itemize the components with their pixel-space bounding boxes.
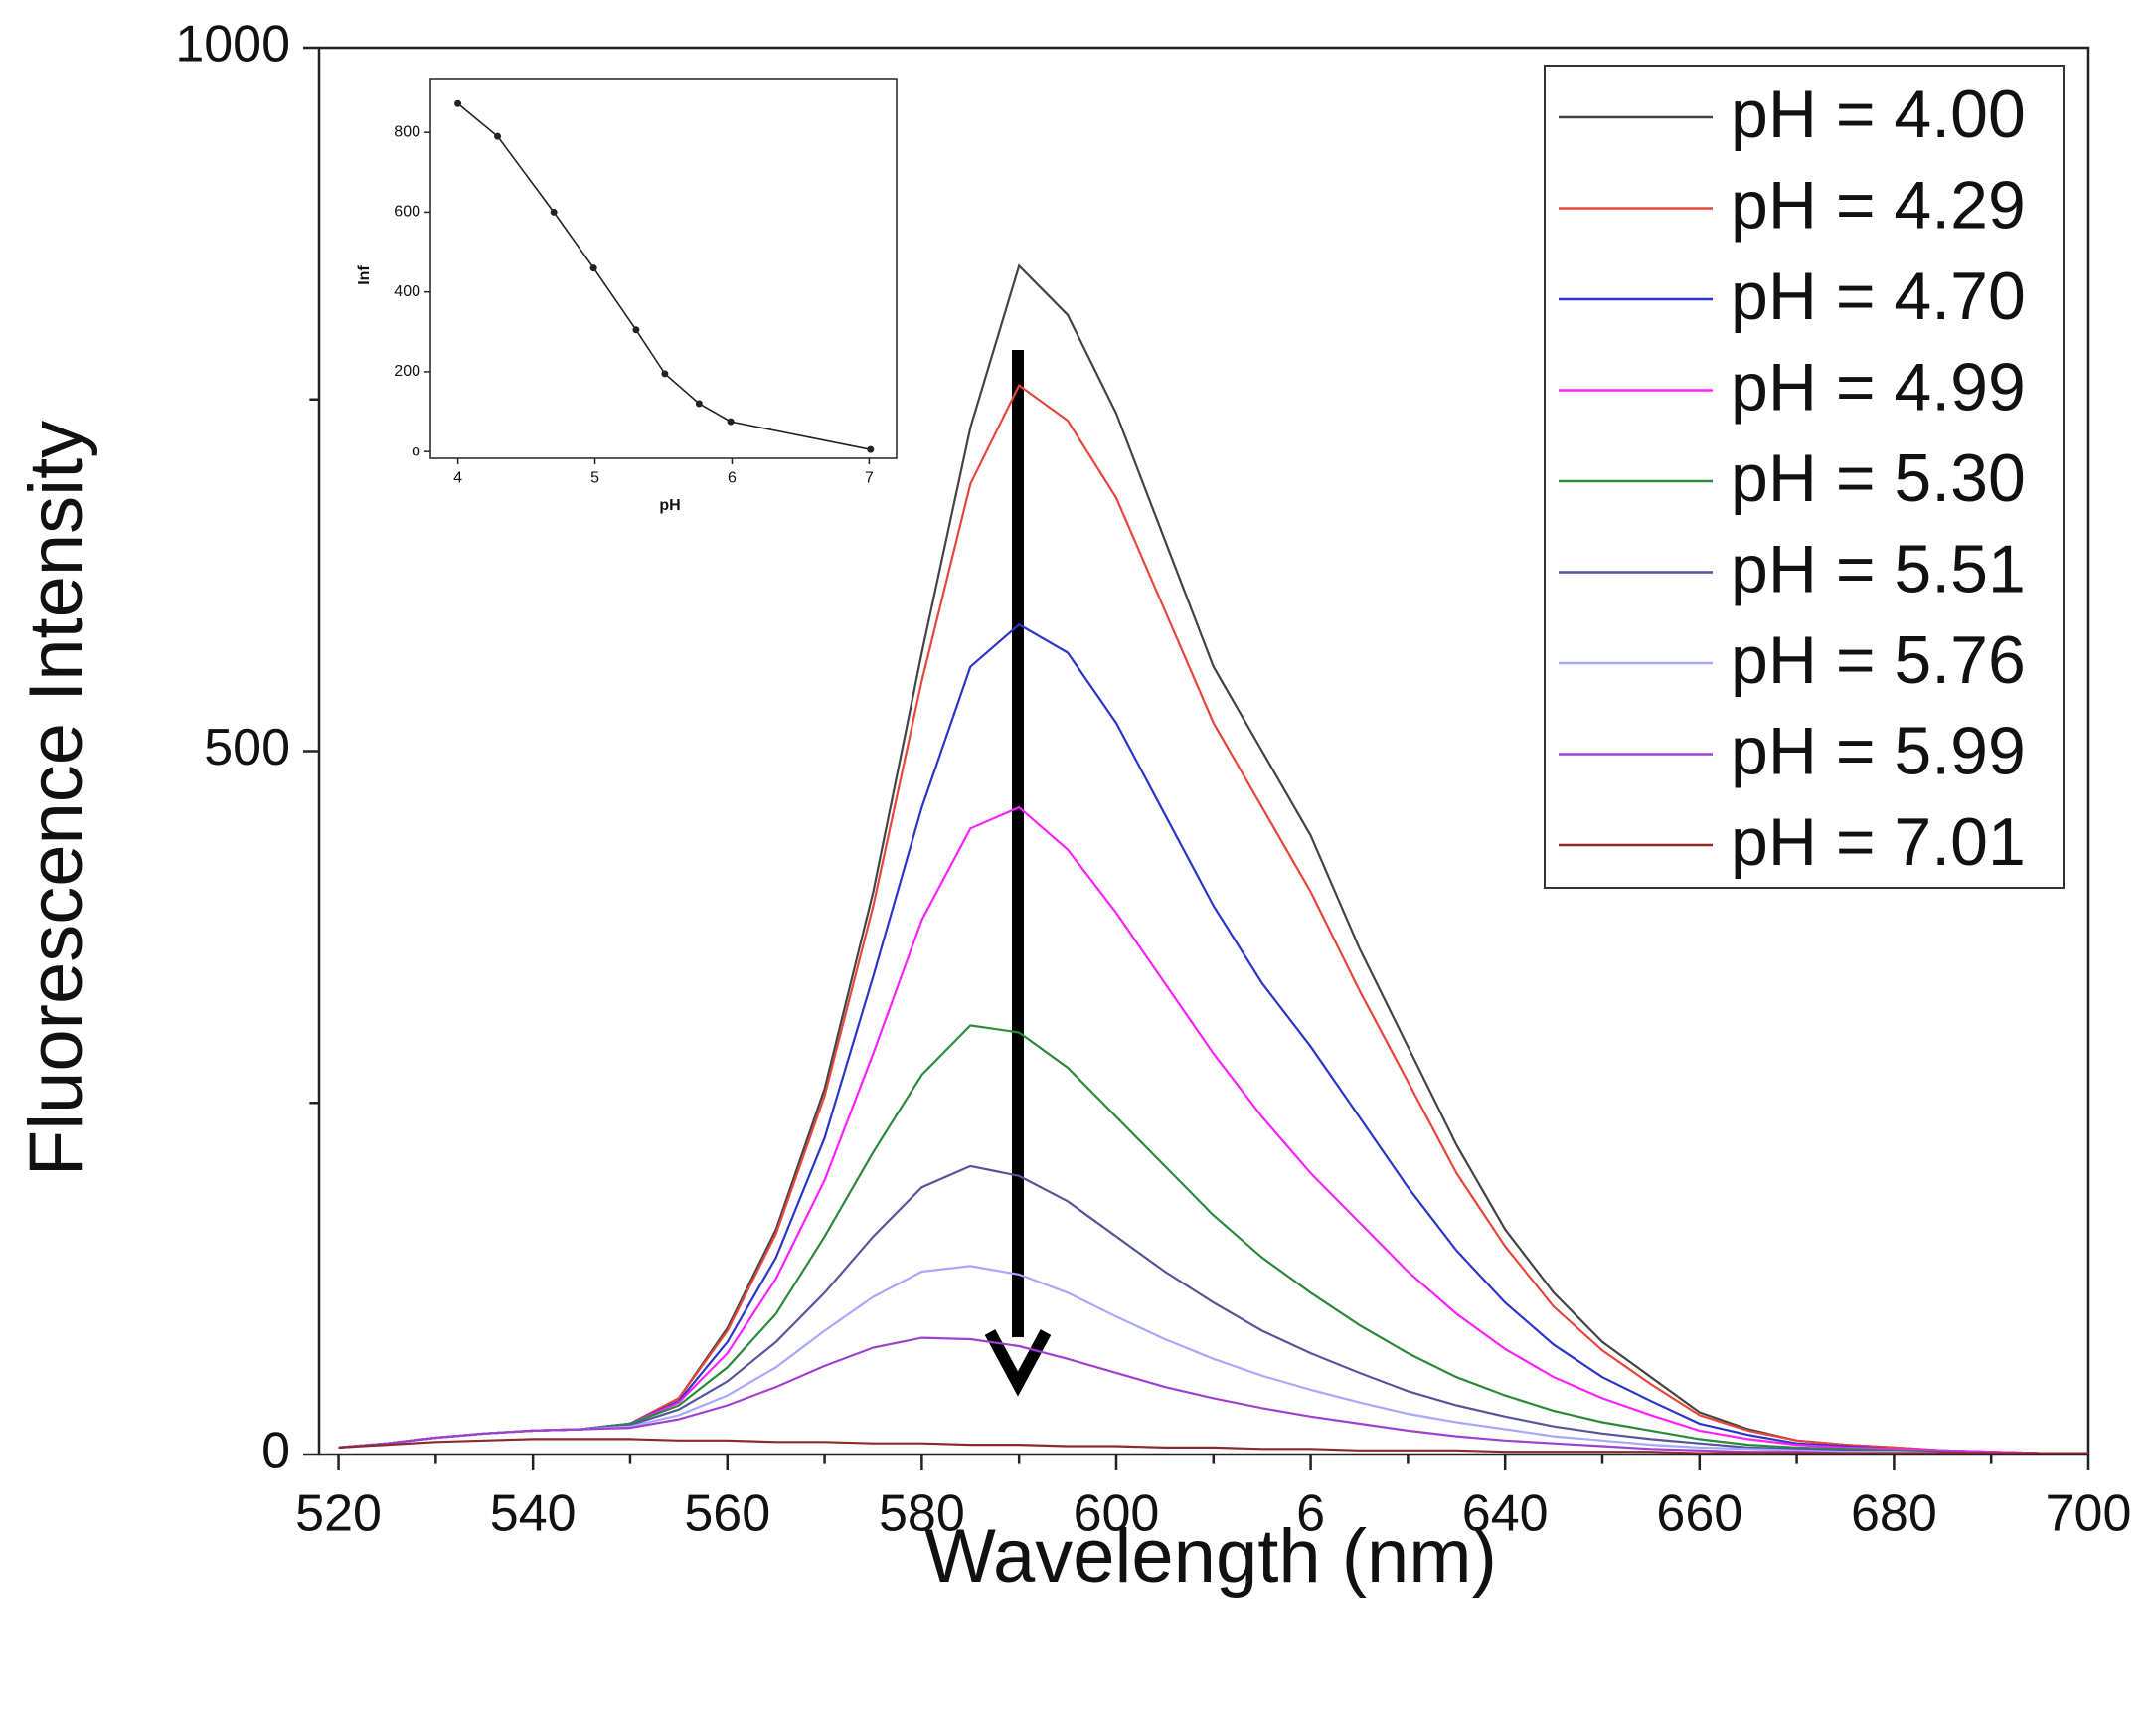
- arrow: [984, 350, 1052, 1397]
- x-tick-label: 560: [684, 1485, 770, 1543]
- series-line: [338, 1336, 2088, 1454]
- legend-label: pH = 5.51: [1731, 531, 2026, 606]
- x-tick-label: 5: [590, 470, 599, 487]
- legend-label: pH = 4.99: [1731, 349, 2026, 425]
- point: [550, 208, 558, 216]
- x-tick-label: 680: [1851, 1485, 1937, 1543]
- x-tick-label: 640: [1462, 1485, 1549, 1543]
- y-tick-label: 600: [394, 204, 420, 221]
- legend-box: [1544, 65, 2065, 889]
- x-tick-label: 700: [2046, 1485, 2132, 1543]
- x-tick-label: 6: [728, 470, 737, 487]
- point: [867, 445, 875, 453]
- x-tick-label: 6: [1296, 1485, 1325, 1543]
- legend-label: pH = 5.99: [1731, 713, 2026, 788]
- x-tick-label: 600: [1074, 1485, 1160, 1543]
- y-tick-label: 800: [394, 123, 420, 140]
- inset-x-axis-title: pH: [659, 497, 680, 514]
- point: [727, 418, 735, 426]
- x-tick-label: 7: [865, 470, 874, 487]
- point: [454, 99, 462, 107]
- y-tick-label: 1000: [175, 16, 290, 74]
- point: [695, 400, 703, 408]
- y-tick-label: 500: [204, 719, 290, 776]
- x-tick-label: 540: [490, 1485, 577, 1543]
- series-line: [457, 102, 871, 450]
- inset-y-axis-title: Inf: [356, 265, 373, 285]
- y-tick-label: 200: [394, 363, 420, 380]
- x-tick-label: 4: [453, 470, 462, 487]
- point: [589, 264, 597, 272]
- point: [632, 326, 640, 334]
- legend-label: pH = 4.00: [1731, 77, 2026, 152]
- legend-label: pH = 5.76: [1731, 622, 2026, 698]
- legend-label: pH = 4.70: [1731, 258, 2026, 334]
- x-tick-label: 580: [879, 1485, 965, 1543]
- series-line: [338, 1164, 2088, 1454]
- plot-frame: [429, 78, 898, 459]
- y-tick-label: 0: [261, 1423, 290, 1480]
- x-tick-label: 520: [295, 1485, 382, 1543]
- legend-label: pH = 7.01: [1731, 804, 2026, 880]
- legend-label: pH = 5.30: [1731, 440, 2026, 516]
- y-axis-title: Fluorescence Intensity: [14, 421, 98, 1176]
- series-line: [338, 1265, 2088, 1454]
- x-axis-title: Wavelength (nm): [924, 1514, 1497, 1599]
- legend-label: pH = 4.29: [1731, 167, 2026, 243]
- series-line: [338, 1024, 2088, 1454]
- point: [661, 370, 669, 378]
- x-tick-label: 660: [1656, 1485, 1742, 1543]
- y-tick-label: 400: [394, 283, 420, 300]
- y-tick-label: o: [412, 442, 420, 459]
- series-line: [338, 1438, 2088, 1454]
- point: [494, 132, 502, 140]
